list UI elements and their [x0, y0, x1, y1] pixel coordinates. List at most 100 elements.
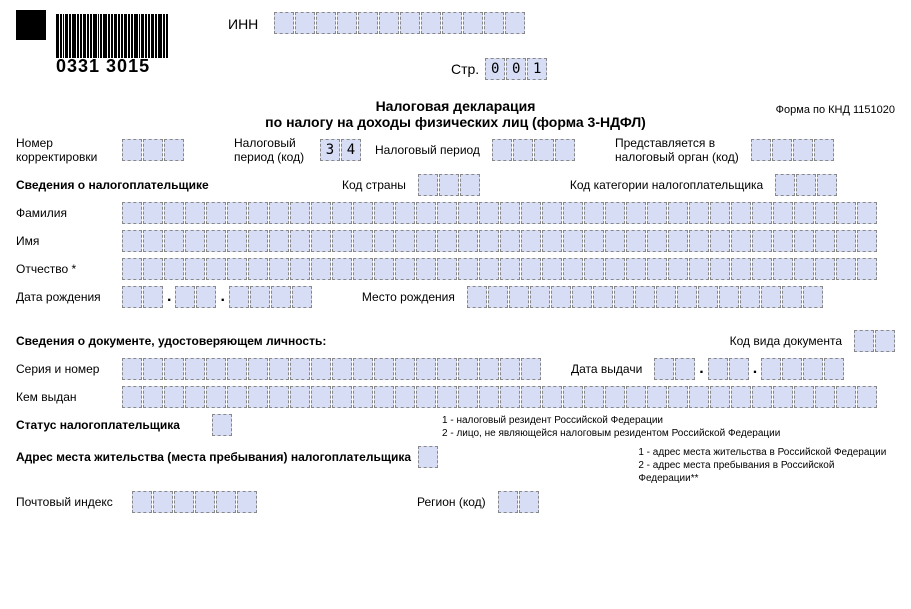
input-cell[interactable]	[698, 286, 718, 308]
input-cell[interactable]	[815, 386, 835, 408]
input-cell[interactable]	[460, 174, 480, 196]
input-cell[interactable]	[379, 12, 399, 34]
input-cell[interactable]	[395, 358, 415, 380]
input-cell[interactable]	[752, 386, 772, 408]
input-cell[interactable]	[731, 202, 751, 224]
input-cell[interactable]	[563, 386, 583, 408]
input-cell[interactable]	[793, 139, 813, 161]
input-cell[interactable]	[875, 330, 895, 352]
input-cell[interactable]	[418, 174, 438, 196]
input-cell[interactable]	[229, 286, 249, 308]
input-cell[interactable]	[164, 230, 184, 252]
input-cell[interactable]	[782, 358, 802, 380]
input-cell[interactable]	[479, 230, 499, 252]
input-cell[interactable]	[143, 139, 163, 161]
input-cell[interactable]	[416, 202, 436, 224]
input-cell[interactable]	[395, 386, 415, 408]
input-cell[interactable]	[836, 230, 856, 252]
input-cell[interactable]	[227, 386, 247, 408]
input-cell[interactable]	[185, 386, 205, 408]
input-cell[interactable]	[647, 230, 667, 252]
dob-year-cells[interactable]	[229, 286, 312, 308]
input-cell[interactable]	[418, 446, 438, 468]
input-cell[interactable]	[143, 230, 163, 252]
input-cell[interactable]	[584, 230, 604, 252]
input-cell[interactable]	[626, 258, 646, 280]
input-cell[interactable]	[626, 202, 646, 224]
input-cell[interactable]	[772, 139, 792, 161]
input-cell[interactable]	[122, 258, 142, 280]
input-cell[interactable]	[332, 386, 352, 408]
input-cell[interactable]	[295, 12, 315, 34]
input-cell[interactable]	[505, 12, 525, 34]
input-cell[interactable]	[656, 286, 676, 308]
input-cell[interactable]	[274, 12, 294, 34]
input-cell[interactable]	[605, 258, 625, 280]
input-cell[interactable]	[542, 386, 562, 408]
input-cell[interactable]	[292, 286, 312, 308]
doc-type-code-cells[interactable]	[854, 330, 895, 352]
input-cell[interactable]	[555, 139, 575, 161]
input-cell[interactable]	[626, 386, 646, 408]
input-cell[interactable]	[803, 358, 823, 380]
input-cell[interactable]	[122, 386, 142, 408]
input-cell[interactable]	[740, 286, 760, 308]
input-cell[interactable]	[689, 386, 709, 408]
input-cell[interactable]	[521, 202, 541, 224]
input-cell[interactable]	[654, 358, 674, 380]
input-cell[interactable]	[689, 202, 709, 224]
input-cell[interactable]	[710, 258, 730, 280]
input-cell[interactable]	[374, 258, 394, 280]
input-cell[interactable]	[498, 491, 518, 513]
input-cell[interactable]	[164, 139, 184, 161]
input-cell[interactable]	[854, 330, 874, 352]
input-cell[interactable]	[290, 386, 310, 408]
input-cell[interactable]	[358, 12, 378, 34]
input-cell[interactable]	[530, 286, 550, 308]
input-cell[interactable]	[467, 286, 487, 308]
input-cell[interactable]	[195, 491, 215, 513]
input-cell[interactable]	[782, 286, 802, 308]
input-cell[interactable]	[836, 386, 856, 408]
input-cell[interactable]	[542, 258, 562, 280]
input-cell[interactable]	[206, 258, 226, 280]
input-cell[interactable]	[794, 386, 814, 408]
input-cell[interactable]	[185, 358, 205, 380]
input-cell[interactable]	[395, 230, 415, 252]
input-cell[interactable]	[174, 491, 194, 513]
input-cell[interactable]	[421, 12, 441, 34]
input-cell[interactable]	[316, 12, 336, 34]
input-cell[interactable]	[479, 358, 499, 380]
input-cell[interactable]	[710, 386, 730, 408]
input-cell[interactable]	[353, 202, 373, 224]
input-cell[interactable]	[416, 230, 436, 252]
input-cell[interactable]	[374, 230, 394, 252]
input-cell[interactable]	[311, 358, 331, 380]
input-cell[interactable]	[836, 258, 856, 280]
input-cell[interactable]	[668, 202, 688, 224]
input-cell[interactable]	[509, 286, 529, 308]
input-cell[interactable]	[416, 386, 436, 408]
input-cell[interactable]	[143, 202, 163, 224]
input-cell[interactable]	[668, 386, 688, 408]
input-cell[interactable]	[814, 139, 834, 161]
input-cell[interactable]	[269, 258, 289, 280]
input-cell[interactable]	[227, 358, 247, 380]
input-cell[interactable]	[731, 258, 751, 280]
input-cell[interactable]	[857, 386, 877, 408]
input-cell[interactable]	[708, 358, 728, 380]
input-cell[interactable]	[479, 386, 499, 408]
patronymic-cells[interactable]	[122, 258, 877, 280]
input-cell[interactable]	[668, 230, 688, 252]
input-cell[interactable]	[761, 358, 781, 380]
input-cell[interactable]	[437, 230, 457, 252]
input-cell[interactable]	[521, 386, 541, 408]
input-cell[interactable]	[479, 258, 499, 280]
input-cell[interactable]	[143, 286, 163, 308]
input-cell[interactable]	[206, 386, 226, 408]
input-cell[interactable]	[521, 230, 541, 252]
input-cell[interactable]	[227, 202, 247, 224]
issue-year-cells[interactable]	[761, 358, 844, 380]
input-cell[interactable]	[196, 286, 216, 308]
input-cell[interactable]	[353, 386, 373, 408]
